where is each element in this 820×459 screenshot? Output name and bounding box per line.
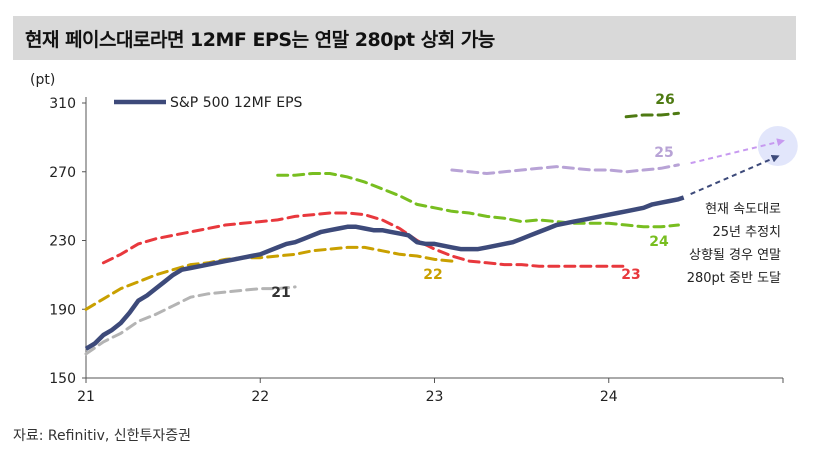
series-line-21: [84, 285, 297, 356]
series-line-25: [450, 163, 680, 176]
series-label-26: 26: [655, 92, 674, 108]
y-tick-label: 230: [49, 234, 76, 250]
x-tick-label: 22: [251, 389, 269, 405]
legend-label: S&P 500 12MF EPS: [170, 95, 303, 111]
x-tick-label: 23: [426, 389, 444, 405]
series-label-22: 22: [423, 267, 442, 283]
25-projection-arrow: [690, 138, 785, 165]
annotation-line: 현재 속도대로: [705, 202, 781, 217]
y-unit-label: (pt): [30, 72, 55, 88]
x-tick-label: 24: [600, 389, 618, 405]
series-label-24: 24: [649, 234, 669, 250]
label-layer: S&P 500 12MF EPS 21 22 23 24 25 26 현재 속도대로 25년 추…: [114, 92, 781, 301]
series-line-22: [84, 245, 454, 311]
y-tick-label: 150: [49, 371, 76, 387]
y-tick-label: 270: [49, 165, 76, 181]
chart-title: 현재 페이스대로라면 12MF EPS는 연말 280pt 상회 가능: [25, 29, 495, 51]
source-note: 자료: Refinitiv, 신한투자증권: [13, 428, 192, 444]
series-line-23: [101, 211, 628, 268]
axes: (pt) 150 190 230 270 310 21 22 23 24: [30, 72, 784, 405]
y-tick-label: 190: [49, 302, 76, 318]
title-bar: 현재 페이스대로라면 12MF EPS는 연말 280pt 상회 가능: [13, 16, 796, 60]
y-tick-label: 310: [49, 96, 76, 112]
series-line-26: [624, 111, 680, 119]
series-line-24: [276, 172, 680, 229]
annotation-line: 25년 추정치: [712, 225, 781, 240]
main-series-line: [84, 195, 685, 351]
series-label-23: 23: [621, 267, 640, 283]
series-layer: [84, 111, 798, 356]
main-projection-arrow: [690, 155, 780, 196]
annotation-line: 상향될 경우 연말: [689, 248, 781, 263]
series-label-25: 25: [654, 145, 673, 161]
series-label-21: 21: [271, 285, 290, 301]
annotation-line: 280pt 중반 도달: [687, 271, 781, 286]
x-tick-label: 21: [77, 389, 95, 405]
